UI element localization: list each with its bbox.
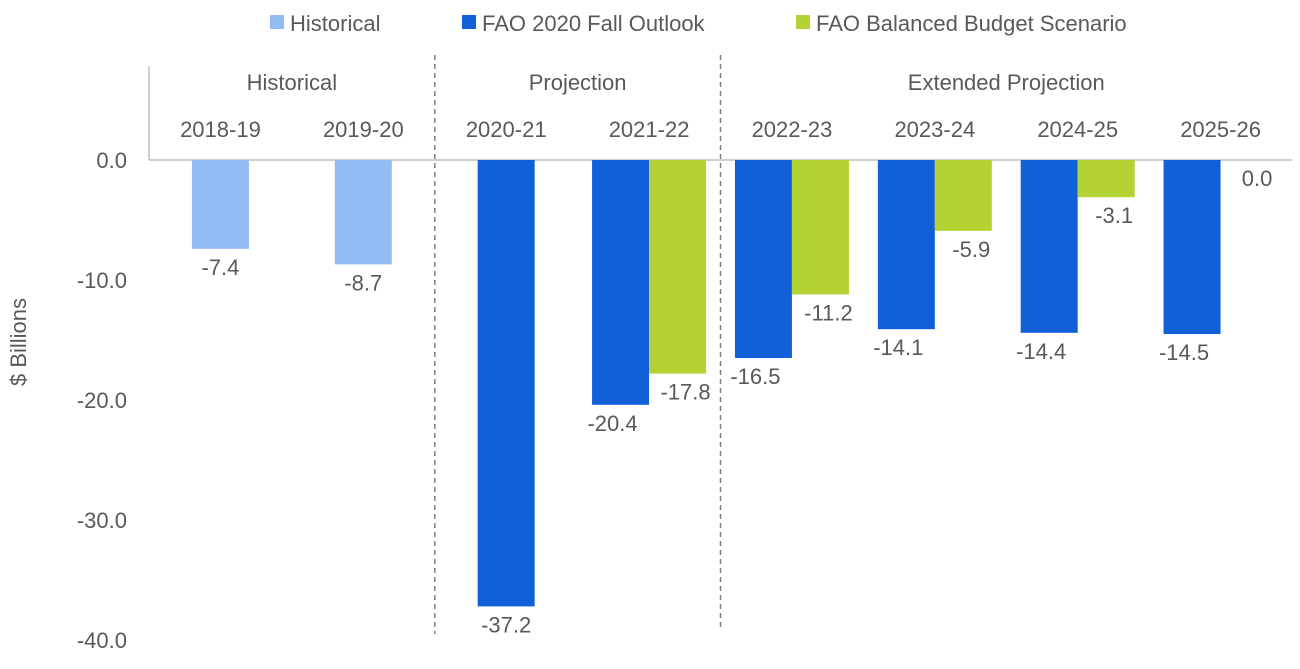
legend-label: Historical [290, 11, 380, 36]
bar [334, 160, 392, 265]
data-label: -11.2 [804, 300, 853, 325]
data-label: -37.2 [481, 612, 531, 637]
legend-swatch [462, 15, 476, 29]
y-axis-title: $ Billions [6, 298, 31, 386]
bar [649, 160, 707, 374]
group-label: Extended Projection [908, 70, 1105, 95]
category-label: 2025-26 [1180, 117, 1261, 142]
bar [1077, 160, 1135, 198]
group-label: Projection [529, 70, 627, 95]
y-axis: 0.0 -10.0 -20.0 -30.0 -40.0 $ Billions [6, 148, 127, 653]
data-label: -14.5 [1159, 340, 1209, 365]
bar [791, 160, 849, 295]
bar [477, 160, 535, 607]
legend-label: FAO Balanced Budget Scenario [816, 11, 1127, 36]
y-tick-label: -20.0 [77, 388, 127, 413]
data-label: -7.4 [201, 255, 239, 280]
bar [734, 160, 792, 358]
bar [592, 160, 650, 405]
category-label: 2024-25 [1037, 117, 1118, 142]
data-label: -5.9 [952, 237, 990, 262]
category-label: 2022-23 [752, 117, 833, 142]
group-label: Historical [247, 70, 337, 95]
y-tick-label: -10.0 [77, 268, 127, 293]
legend-label: FAO 2020 Fall Outlook [482, 11, 706, 36]
bar [1163, 160, 1221, 334]
y-tick-label: -40.0 [77, 628, 127, 653]
y-tick-label: 0.0 [96, 148, 127, 173]
data-label: 0.0 [1242, 166, 1273, 191]
y-tick-label: -30.0 [77, 508, 127, 533]
data-label: -17.8 [660, 380, 710, 405]
data-label: -20.4 [587, 411, 637, 436]
bar [877, 160, 935, 330]
data-label: -8.7 [344, 270, 382, 295]
category-label: 2019-20 [323, 117, 404, 142]
bar [191, 160, 249, 249]
bars [191, 160, 1221, 607]
category-label: 2018-19 [180, 117, 261, 142]
category-label: 2020-21 [466, 117, 547, 142]
data-label: -16.5 [730, 364, 780, 389]
bar [1020, 160, 1078, 333]
data-labels: -7.4 -8.7 -37.2 -20.4 -17.8 -16.5 -11.2 -14.1 -5… [201, 166, 1272, 637]
data-label: -14.4 [1016, 339, 1066, 364]
category-label: 2023-24 [894, 117, 975, 142]
legend: Historical FAO 2020 Fall Outlook FAO Balan… [270, 11, 1127, 36]
data-label: -3.1 [1095, 203, 1133, 228]
bar [934, 160, 992, 231]
legend-swatch [796, 15, 810, 29]
data-label: -14.1 [873, 335, 923, 360]
category-label: 2021-22 [609, 117, 690, 142]
chart-frame: Historical Projection Extended Projection 2… [148, 55, 1292, 634]
legend-swatch [270, 15, 284, 29]
